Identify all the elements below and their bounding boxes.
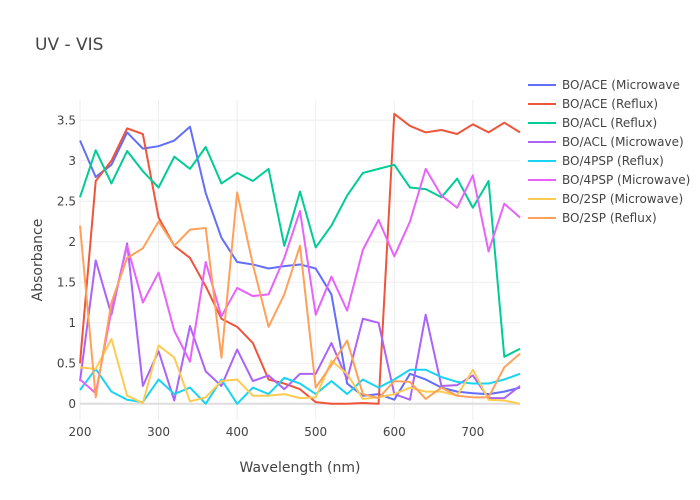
legend-item[interactable]: BO/2SP (Microwave) [528,192,683,206]
series-line-7 [79,191,521,400]
series-line-3 [79,242,521,402]
legend-item[interactable]: BO/4PSP (Reflux) [528,154,664,168]
legend-item[interactable]: BO/4PSP (Microwave) [528,173,690,187]
legend-item[interactable]: BO/ACE (Reflux) [528,97,658,111]
series-line-6 [79,337,521,405]
legend-label: BO/4PSP (Microwave) [562,173,690,187]
y-tick-label: 0 [68,397,76,411]
legend-item[interactable]: BO/2SP (Reflux) [528,211,657,225]
y-tick-label: 3 [68,154,76,168]
chart-title: UV - VIS [35,35,103,55]
y-tick-label: 2.5 [57,194,76,208]
legend-label: BO/ACE (Microwave [562,78,680,92]
series-lines [79,112,521,405]
grid-lines [79,100,520,420]
x-tick-label: 400 [226,425,249,439]
y-tick-label: 3.5 [57,113,76,127]
x-axis-ticks: 200 300 400 500 600 700 [69,425,485,439]
legend-item[interactable]: BO/ACL (Reflux) [528,116,657,130]
y-tick-label: 1 [68,316,76,330]
series-line-0 [79,125,521,401]
legend-label: BO/ACL (Microwave) [562,135,684,149]
legend-label: BO/ACE (Reflux) [562,97,658,111]
y-tick-label: 2 [68,235,76,249]
legend-label: BO/ACL (Reflux) [562,116,657,130]
y-tick-label: 0.5 [57,356,76,370]
y-axis-title: Absorbance [30,219,46,302]
series-line-2 [79,145,521,358]
legend: BO/ACE (Microwave BO/ACE (Reflux) BO/ACL (… [528,78,690,225]
x-axis-title: Wavelength (nm) [240,460,361,476]
legend-label: BO/2SP (Reflux) [562,211,657,225]
legend-item[interactable]: BO/ACE (Microwave [528,78,680,92]
series-line-1 [79,112,521,405]
series-line-5 [79,167,521,395]
legend-item[interactable]: BO/ACL (Microwave) [528,135,684,149]
y-axis-ticks: 0 0.5 1 1.5 2 2.5 3 3.5 [57,113,76,411]
x-tick-label: 700 [461,425,484,439]
x-tick-label: 300 [147,425,170,439]
x-tick-label: 500 [304,425,327,439]
legend-label: BO/2SP (Microwave) [562,192,683,206]
series-line-4 [79,367,521,405]
y-tick-label: 1.5 [57,275,76,289]
x-tick-label: 200 [69,425,92,439]
x-tick-label: 600 [383,425,406,439]
legend-label: BO/4PSP (Reflux) [562,154,664,168]
